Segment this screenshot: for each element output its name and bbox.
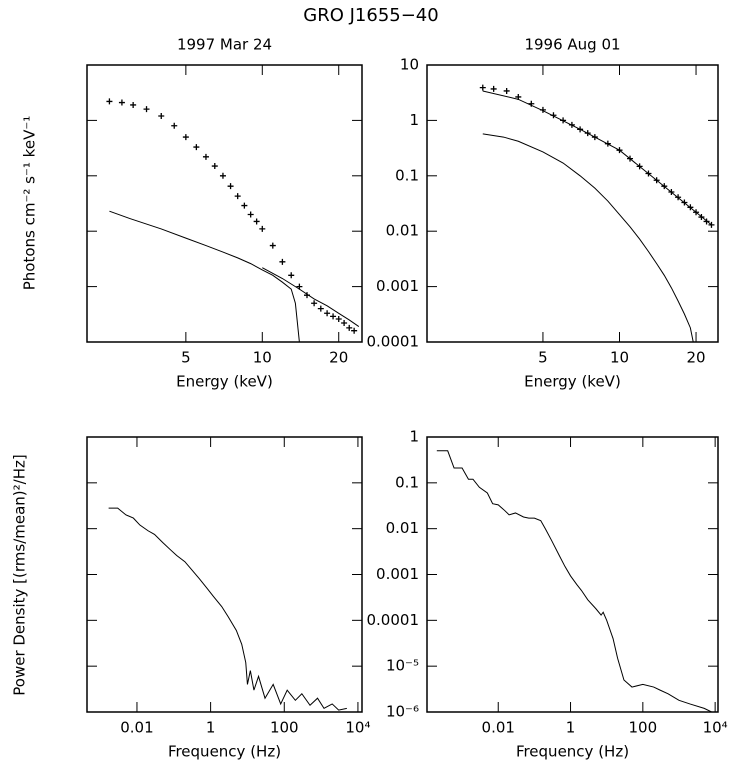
data-point bbox=[330, 313, 337, 320]
y-tick-label: 1 bbox=[409, 428, 419, 446]
x-axis-label: Frequency (Hz) bbox=[168, 743, 281, 761]
plot-frame bbox=[426, 436, 719, 713]
x-tick-label: 100 bbox=[629, 719, 658, 737]
model-line bbox=[482, 133, 694, 342]
data-point bbox=[211, 163, 218, 170]
y-tick-label: 10⁻⁶ bbox=[386, 703, 419, 721]
plot-frame bbox=[86, 64, 363, 343]
data-point bbox=[241, 202, 248, 209]
y-tick-label: 0.1 bbox=[395, 166, 419, 184]
data-point bbox=[106, 98, 113, 105]
data-point bbox=[269, 242, 276, 249]
data-point bbox=[311, 300, 318, 307]
x-tick-label: 10 bbox=[610, 349, 629, 367]
data-point bbox=[130, 101, 137, 108]
y-tick-label: 0.001 bbox=[376, 277, 419, 295]
data-point bbox=[335, 316, 342, 323]
x-tick-label: 100 bbox=[270, 719, 299, 737]
x-tick-label: 0.01 bbox=[120, 719, 153, 737]
data-point bbox=[341, 320, 348, 327]
plot-area bbox=[108, 507, 347, 711]
y-axis-label: Photons cm⁻² s⁻¹ keV⁻¹ bbox=[21, 116, 39, 291]
data-point bbox=[351, 327, 358, 334]
y-axis-label: Power Density [(rms/mean)²/Hz] bbox=[11, 454, 29, 695]
plot-frame bbox=[86, 436, 363, 713]
data-point bbox=[171, 122, 178, 129]
model-line bbox=[108, 507, 347, 711]
data-point bbox=[490, 85, 497, 92]
data-point bbox=[202, 153, 209, 160]
x-tick-label: 5 bbox=[538, 349, 548, 367]
data-point bbox=[279, 258, 286, 265]
y-tick-label: 0.1 bbox=[395, 473, 419, 491]
y-tick-label: 1 bbox=[409, 111, 419, 129]
x-axis-label: Frequency (Hz) bbox=[516, 743, 629, 761]
data-point bbox=[158, 113, 165, 120]
data-point bbox=[708, 221, 715, 228]
y-tick-label: 10 bbox=[400, 56, 419, 74]
data-point bbox=[193, 144, 200, 151]
panel-title: 1996 Aug 01 bbox=[524, 36, 620, 54]
y-tick-label: 0.001 bbox=[376, 565, 419, 583]
data-point bbox=[288, 272, 295, 279]
x-tick-label: 10⁴ bbox=[703, 719, 728, 737]
data-point bbox=[182, 134, 189, 141]
x-tick-label: 1 bbox=[566, 719, 576, 737]
data-point bbox=[219, 172, 226, 179]
x-tick-label: 1 bbox=[206, 719, 216, 737]
model-line bbox=[482, 90, 712, 226]
y-tick-label: 0.0001 bbox=[367, 333, 420, 351]
x-tick-label: 0.01 bbox=[482, 719, 515, 737]
data-point bbox=[118, 99, 125, 106]
x-axis-label: Energy (keV) bbox=[524, 373, 621, 391]
data-point bbox=[324, 310, 331, 317]
data-point bbox=[247, 211, 254, 218]
panel-title: 1997 Mar 24 bbox=[177, 36, 272, 54]
y-tick-label: 0.0001 bbox=[367, 611, 420, 629]
x-tick-label: 20 bbox=[329, 349, 348, 367]
data-point bbox=[227, 183, 234, 190]
plot-area bbox=[436, 450, 712, 712]
data-point bbox=[259, 225, 266, 232]
model-line bbox=[109, 210, 300, 342]
plot-frame bbox=[426, 64, 719, 343]
data-point bbox=[253, 218, 260, 225]
data-point bbox=[503, 87, 510, 94]
x-axis-label: Energy (keV) bbox=[176, 373, 273, 391]
figure-title: GRO J1655−40 bbox=[303, 5, 438, 26]
data-point bbox=[234, 193, 241, 200]
y-tick-label: 10⁻⁵ bbox=[386, 657, 419, 675]
y-tick-label: 0.01 bbox=[386, 519, 419, 537]
data-point bbox=[346, 324, 353, 331]
data-point bbox=[479, 84, 486, 91]
plot-area bbox=[479, 84, 715, 342]
data-point bbox=[317, 305, 324, 312]
x-tick-label: 10⁴ bbox=[345, 719, 370, 737]
model-line bbox=[262, 267, 360, 327]
y-tick-label: 0.01 bbox=[386, 222, 419, 240]
x-tick-label: 20 bbox=[686, 349, 705, 367]
x-tick-label: 10 bbox=[253, 349, 272, 367]
data-point bbox=[143, 106, 150, 113]
x-tick-label: 5 bbox=[181, 349, 191, 367]
model-line bbox=[436, 450, 712, 712]
plot-area bbox=[106, 98, 360, 342]
